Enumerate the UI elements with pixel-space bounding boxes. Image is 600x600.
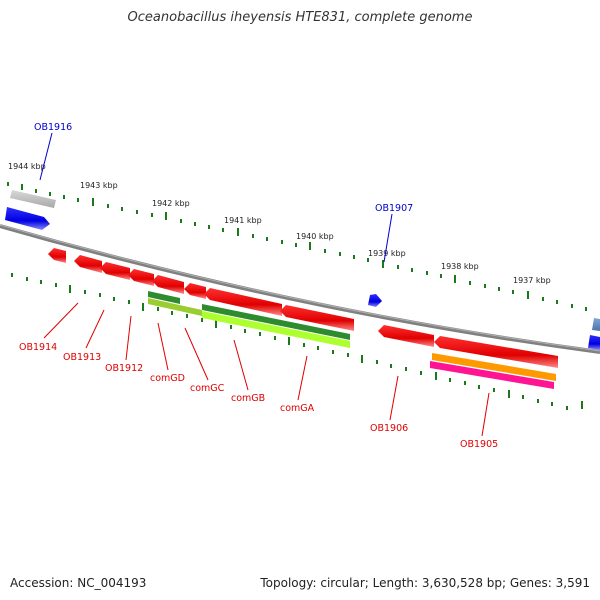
kbp-label: 1937 kbp bbox=[513, 276, 551, 285]
gene-blue-right[interactable] bbox=[588, 335, 600, 350]
accession-text: Accession: NC_004193 bbox=[10, 576, 147, 590]
gene-OB1905-orange[interactable] bbox=[432, 353, 556, 381]
kbp-label: 1938 kbp bbox=[441, 262, 479, 271]
kbp-label: 1940 kbp bbox=[296, 232, 334, 241]
upper-scale bbox=[7, 182, 587, 311]
label-leaders bbox=[39, 132, 490, 437]
gene-OB1916[interactable] bbox=[10, 190, 56, 208]
kbp-label: 1942 kbp bbox=[152, 199, 190, 208]
label-comGC: comGC bbox=[190, 383, 225, 394]
label-OB1916: OB1916 bbox=[34, 122, 72, 133]
gene-steel-right[interactable] bbox=[592, 318, 600, 331]
kbp-label: 1941 kbp bbox=[224, 216, 262, 225]
genome-backbone bbox=[0, 224, 600, 354]
kbp-label: 1939 kbp bbox=[368, 249, 406, 258]
label-comGB: comGB bbox=[231, 393, 265, 404]
label-OB1912: OB1912 bbox=[105, 363, 143, 374]
gene-OB1914[interactable] bbox=[48, 248, 66, 263]
genome-summary-text: Topology: circular; Length: 3,630,528 bp… bbox=[260, 576, 590, 590]
label-OB1914: OB1914 bbox=[19, 342, 57, 353]
gene-red-a[interactable] bbox=[128, 269, 154, 286]
gene-OB1905-magenta[interactable] bbox=[430, 361, 554, 389]
gene-red-e[interactable] bbox=[280, 305, 354, 331]
gene-OB1912[interactable] bbox=[100, 262, 130, 280]
label-comGD: comGD bbox=[150, 373, 185, 384]
gene-blue-upper-left[interactable] bbox=[5, 207, 50, 230]
label-OB1905: OB1905 bbox=[460, 439, 498, 450]
gene-labels: OB1916 OB1907 OB1914 OB1913 OB1912 comGD… bbox=[19, 122, 498, 450]
gene-comGC[interactable] bbox=[148, 298, 202, 316]
label-OB1913: OB1913 bbox=[63, 352, 101, 363]
gene-red-b[interactable] bbox=[152, 275, 184, 294]
gene-comGD[interactable] bbox=[148, 291, 180, 304]
kbp-label: 1944 kbp bbox=[8, 162, 46, 171]
genome-title: Oceanobacillus iheyensis HTE831, complet… bbox=[127, 10, 473, 25]
gene-red-d[interactable] bbox=[204, 288, 282, 316]
gene-OB1913[interactable] bbox=[74, 255, 102, 273]
gene-comGA[interactable] bbox=[202, 311, 350, 348]
kbp-label: 1943 kbp bbox=[80, 181, 118, 190]
gene-red-c[interactable] bbox=[184, 283, 206, 299]
lower-scale bbox=[11, 273, 583, 410]
gene-red-f[interactable] bbox=[434, 336, 558, 368]
label-OB1906: OB1906 bbox=[370, 423, 408, 434]
label-comGA: comGA bbox=[280, 403, 315, 414]
gene-OB1907[interactable] bbox=[368, 294, 382, 307]
gene-comGB[interactable] bbox=[202, 304, 350, 340]
gene-OB1906[interactable] bbox=[378, 325, 434, 347]
label-OB1907: OB1907 bbox=[375, 203, 413, 214]
kbp-labels: 1944 kbp 1943 kbp 1942 kbp 1941 kbp 1940… bbox=[8, 162, 551, 285]
